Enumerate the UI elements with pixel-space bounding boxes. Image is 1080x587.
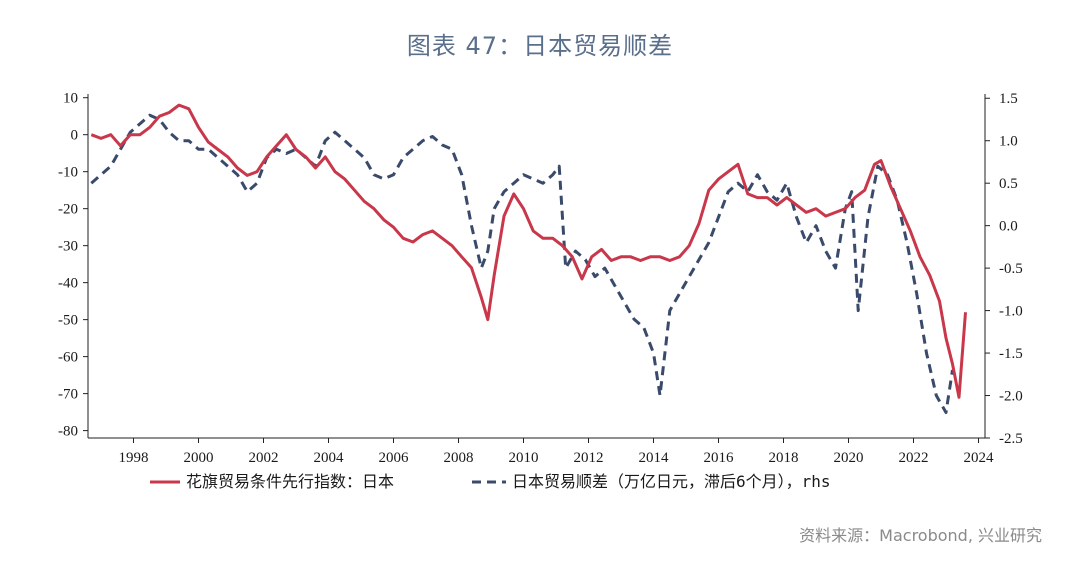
legend-label-trade-surplus: 日本贸易顺差（万亿日元，滞后6个月），rhs [512, 472, 831, 491]
left-tick-label: -60 [58, 350, 78, 366]
right-tick-label: 0.0 [999, 219, 1018, 235]
right-tick-label: 1.5 [999, 91, 1018, 107]
chart-title: 图表 47：日本贸易顺差 [406, 32, 674, 60]
tot-index-series-line [90, 103, 967, 399]
x-tick-label: 2016 [704, 450, 735, 466]
x-tick-label: 1998 [119, 450, 149, 466]
x-tick-label: 2018 [769, 450, 799, 466]
right-tick-label: -2.5 [999, 431, 1023, 447]
left-tick-label: -50 [58, 313, 78, 329]
x-tick-label: 2010 [509, 450, 539, 466]
legend-label-tot-index: 花旗贸易条件先行指数：日本 [186, 472, 394, 491]
x-tick-label: 2014 [639, 450, 670, 466]
left-tick-label: 0 [71, 128, 79, 144]
left-tick-label: -40 [58, 276, 78, 292]
left-tick-label: 10 [63, 91, 78, 107]
left-tick-label: -20 [58, 202, 78, 218]
left-tick-label: -10 [58, 165, 78, 181]
x-tick-label: 2004 [314, 450, 345, 466]
left-tick-label: -70 [58, 387, 78, 403]
trade-surplus-series-line [90, 113, 954, 414]
x-tick-label: 2012 [574, 450, 604, 466]
right-tick-label: -1.0 [999, 304, 1023, 320]
right-tick-label: -2.0 [999, 389, 1023, 405]
x-tick-label: 2020 [834, 450, 864, 466]
series-layer [90, 103, 967, 414]
left-tick-label: -80 [58, 424, 78, 440]
x-tick-label: 2022 [899, 450, 929, 466]
axes: 10 0 -10 -20 -30 -40 -50 -60 -70 -80 1.5 1.0 0.5 0.0 -… [58, 91, 1023, 466]
source-note: 资料来源：Macrobond, 兴业研究 [799, 526, 1042, 545]
x-tick-label: 2000 [184, 450, 214, 466]
x-tick-label: 2006 [379, 450, 410, 466]
right-tick-label: 0.5 [999, 176, 1018, 192]
chart-legend: 花旗贸易条件先行指数：日本 日本贸易顺差（万亿日元，滞后6个月），rhs [150, 472, 831, 491]
x-tick-label: 2002 [249, 450, 279, 466]
right-tick-label: -1.5 [999, 346, 1023, 362]
x-tick-label: 2024 [964, 450, 995, 466]
left-tick-label: -30 [58, 239, 78, 255]
x-tick-label: 2008 [444, 450, 474, 466]
right-tick-label: 1.0 [999, 134, 1018, 150]
right-tick-label: -0.5 [999, 261, 1023, 277]
